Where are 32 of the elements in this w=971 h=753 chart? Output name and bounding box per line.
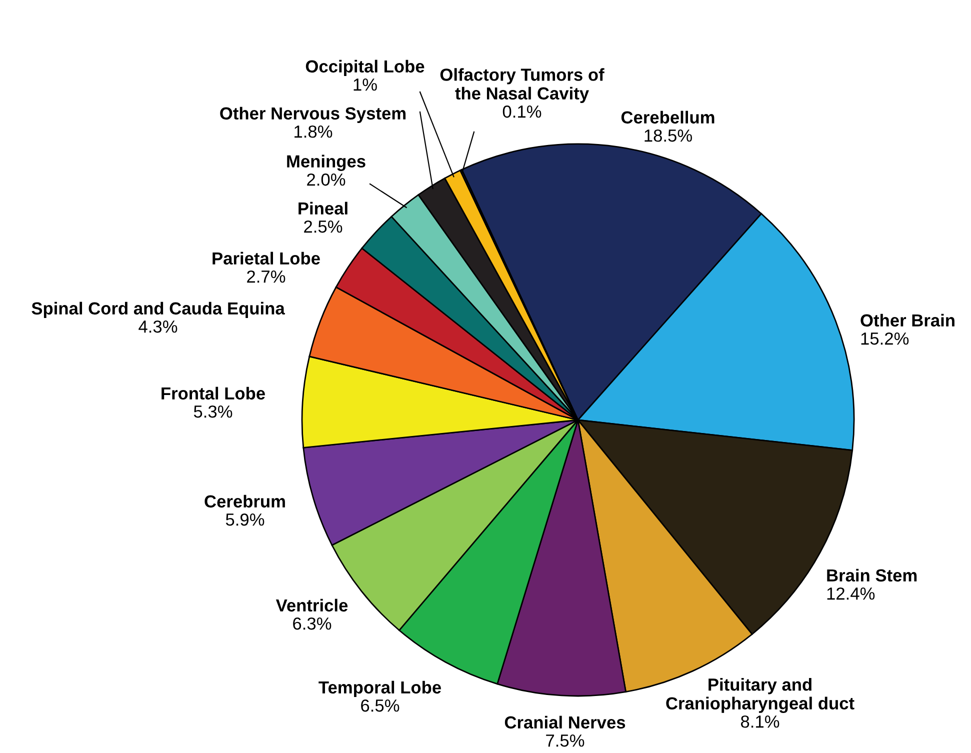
data-label: 2.5% [304, 220, 342, 233]
data-label: 6.5% [361, 699, 400, 712]
slice-label: Other Nervous System [220, 106, 406, 123]
data-label: 8.1% [740, 715, 780, 728]
slice-label: Other Brain [860, 314, 954, 327]
data-label: 5.3% [194, 405, 232, 418]
slice-label: Brain Stem [827, 568, 917, 582]
slice-label: Meninges [287, 154, 366, 171]
data-label: 1% [354, 78, 377, 91]
slice-label: Frontal Lobe [162, 386, 265, 400]
slice-label: Pineal [298, 202, 348, 215]
slice-label: Parietal Lobe [212, 252, 320, 265]
data-label: 7.5% [546, 734, 584, 747]
data-label: 5.9% [226, 513, 264, 526]
slice-label: Spinal Cord and Cauda Equina [32, 302, 285, 318]
slice-label: Pituitary and Craniopharyngeal duct [666, 678, 854, 713]
data-label: 6.3% [293, 617, 332, 630]
data-label: 2.7% [247, 270, 286, 283]
slice-label: Cranial Nerves [504, 716, 626, 729]
slice-label: Cerebellum [621, 110, 714, 124]
slice-label: Temporal Lobe [318, 680, 441, 697]
slice-label: Cerebrum [204, 494, 285, 508]
slice-label: Ventricle [276, 598, 348, 612]
slice-label: Olfactory Tumors of the Nasal Cavity [440, 68, 604, 103]
data-label: 4.3% [138, 320, 178, 333]
data-label: 1.8% [294, 125, 332, 138]
data-label: 12.4% [827, 587, 875, 600]
slice-label: Occipital Lobe [306, 60, 424, 76]
data-label: 0.1% [502, 105, 542, 118]
data-label: 15.2% [861, 332, 909, 345]
data-label: 2.0% [307, 173, 346, 186]
data-label: 18.5% [644, 129, 692, 142]
